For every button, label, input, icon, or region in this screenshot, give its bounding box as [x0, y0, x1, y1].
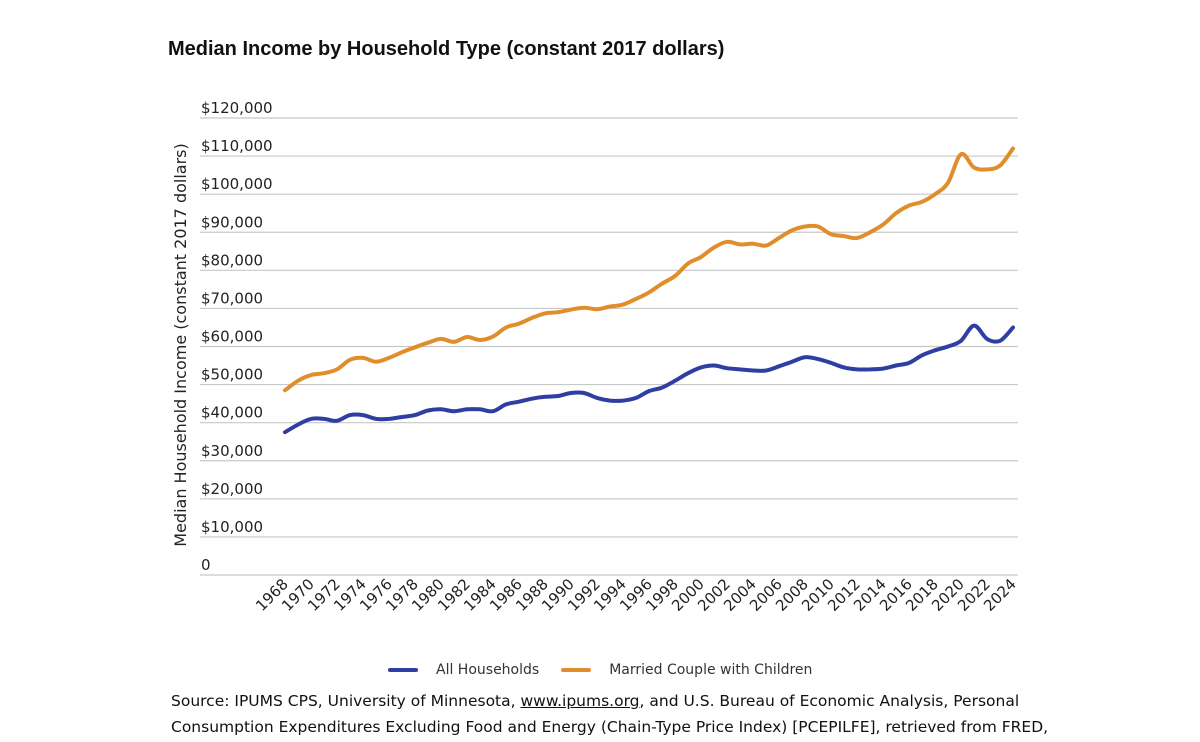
series-line-married-couple-with-children: [283, 146, 1015, 393]
source-note: Source: IPUMS CPS, University of Minneso…: [171, 688, 1051, 740]
chart-title: Median Income by Household Type (constan…: [168, 38, 725, 60]
y-tick-label: $120,000: [201, 99, 273, 117]
source-text-end: , and U.S. Bureau of Economic Analysis, …: [171, 692, 1049, 736]
y-tick-label: $60,000: [201, 328, 263, 346]
legend-item-married-couple: Married Couple with Children: [561, 662, 812, 678]
gridlines: [200, 117, 1018, 576]
y-tick-label: $10,000: [201, 518, 263, 536]
source-link[interactable]: www.ipums.org: [520, 692, 640, 710]
x-axis-ticks: 1968197019721974197619781980198219841986…: [252, 575, 1020, 615]
y-tick-label: $90,000: [201, 213, 263, 231]
y-tick-label: $30,000: [201, 442, 263, 460]
y-axis-label: Median Household Income (constant 2017 d…: [171, 143, 190, 546]
y-tick-label: $70,000: [201, 289, 263, 307]
legend-label-all-households: All Households: [436, 662, 540, 678]
y-tick-label: $40,000: [201, 404, 263, 422]
legend-label-married-couple: Married Couple with Children: [609, 662, 813, 678]
source-text-start: Source: IPUMS CPS, University of Minneso…: [171, 692, 521, 710]
legend-swatch-married-couple: [561, 668, 592, 672]
legend: All Households Married Couple with Child…: [388, 662, 834, 678]
y-tick-label: 0: [201, 556, 211, 574]
y-tick-label: $50,000: [201, 366, 263, 384]
y-tick-label: $100,000: [201, 175, 273, 193]
y-axis-ticks: 0 $10,000 $20,000 $30,000 $40,000 $50,000 $60,…: [201, 99, 273, 574]
series-lines: [283, 146, 1015, 435]
y-tick-label: $80,000: [201, 251, 263, 269]
y-tick-label: $110,000: [201, 137, 273, 155]
legend-item-all-households: All Households: [388, 662, 539, 678]
legend-swatch-all-households: [388, 668, 418, 672]
y-tick-label: $20,000: [201, 480, 263, 498]
series-line-all-households: [283, 323, 1015, 435]
